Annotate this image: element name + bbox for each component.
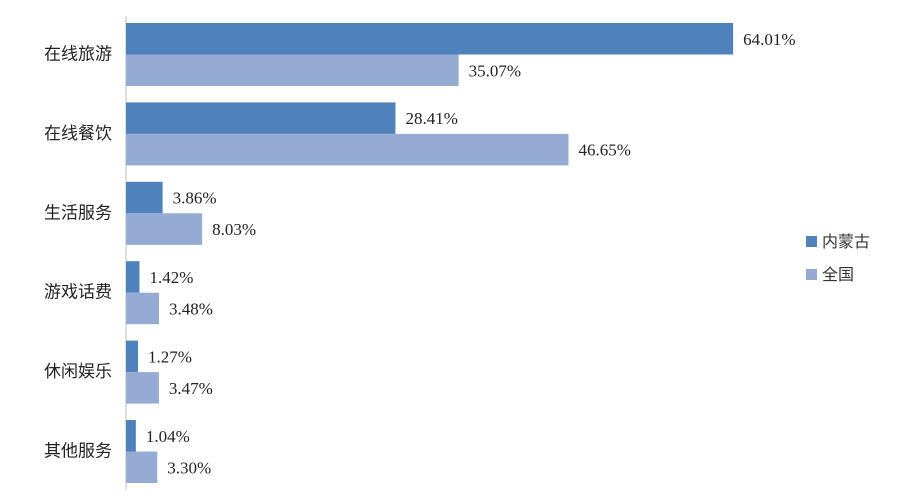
bar-series-1 bbox=[126, 102, 396, 134]
category-label: 在线旅游 bbox=[44, 45, 112, 65]
data-label: 35.07% bbox=[469, 61, 521, 80]
bar-series-2 bbox=[126, 133, 569, 166]
bar-series-2 bbox=[126, 451, 158, 483]
data-label: 46.65% bbox=[578, 141, 630, 160]
bar-series-1 bbox=[126, 420, 136, 452]
data-label: 3.86% bbox=[173, 189, 217, 208]
data-label: 3.48% bbox=[169, 299, 213, 318]
data-label: 8.03% bbox=[212, 220, 256, 239]
category-label: 其他服务 bbox=[44, 442, 112, 462]
bar-series-2 bbox=[126, 54, 459, 86]
data-label: 28.41% bbox=[405, 109, 457, 128]
data-label: 1.27% bbox=[148, 347, 192, 366]
legend-label: 内蒙古 bbox=[822, 232, 870, 251]
category-label: 生活服务 bbox=[44, 203, 112, 223]
bar-series-2 bbox=[126, 213, 203, 245]
data-label: 1.04% bbox=[146, 427, 190, 446]
bar-series-1 bbox=[126, 181, 163, 214]
bar-series-1 bbox=[126, 340, 139, 373]
bar-series-2 bbox=[126, 372, 159, 404]
legend-label: 全国 bbox=[822, 265, 854, 284]
labels-layer: 在线旅游 64.01% 35.07% 在线餐饮 28.41% 46.65% 生活服务 3.86… bbox=[44, 30, 796, 478]
data-label: 3.30% bbox=[167, 458, 211, 477]
category-label: 在线餐饮 bbox=[44, 124, 112, 144]
bar-series-1 bbox=[126, 261, 140, 293]
data-label: 3.47% bbox=[169, 379, 213, 398]
category-label: 游戏话费 bbox=[44, 283, 112, 303]
legend-swatch bbox=[806, 269, 817, 280]
legend-swatch bbox=[806, 236, 817, 247]
data-label: 1.42% bbox=[149, 268, 193, 287]
bars-layer bbox=[126, 23, 734, 483]
bar-series-2 bbox=[126, 292, 160, 325]
data-label: 64.01% bbox=[743, 30, 795, 49]
bar-series-1 bbox=[126, 23, 734, 55]
category-label: 休闲娱乐 bbox=[44, 362, 112, 382]
